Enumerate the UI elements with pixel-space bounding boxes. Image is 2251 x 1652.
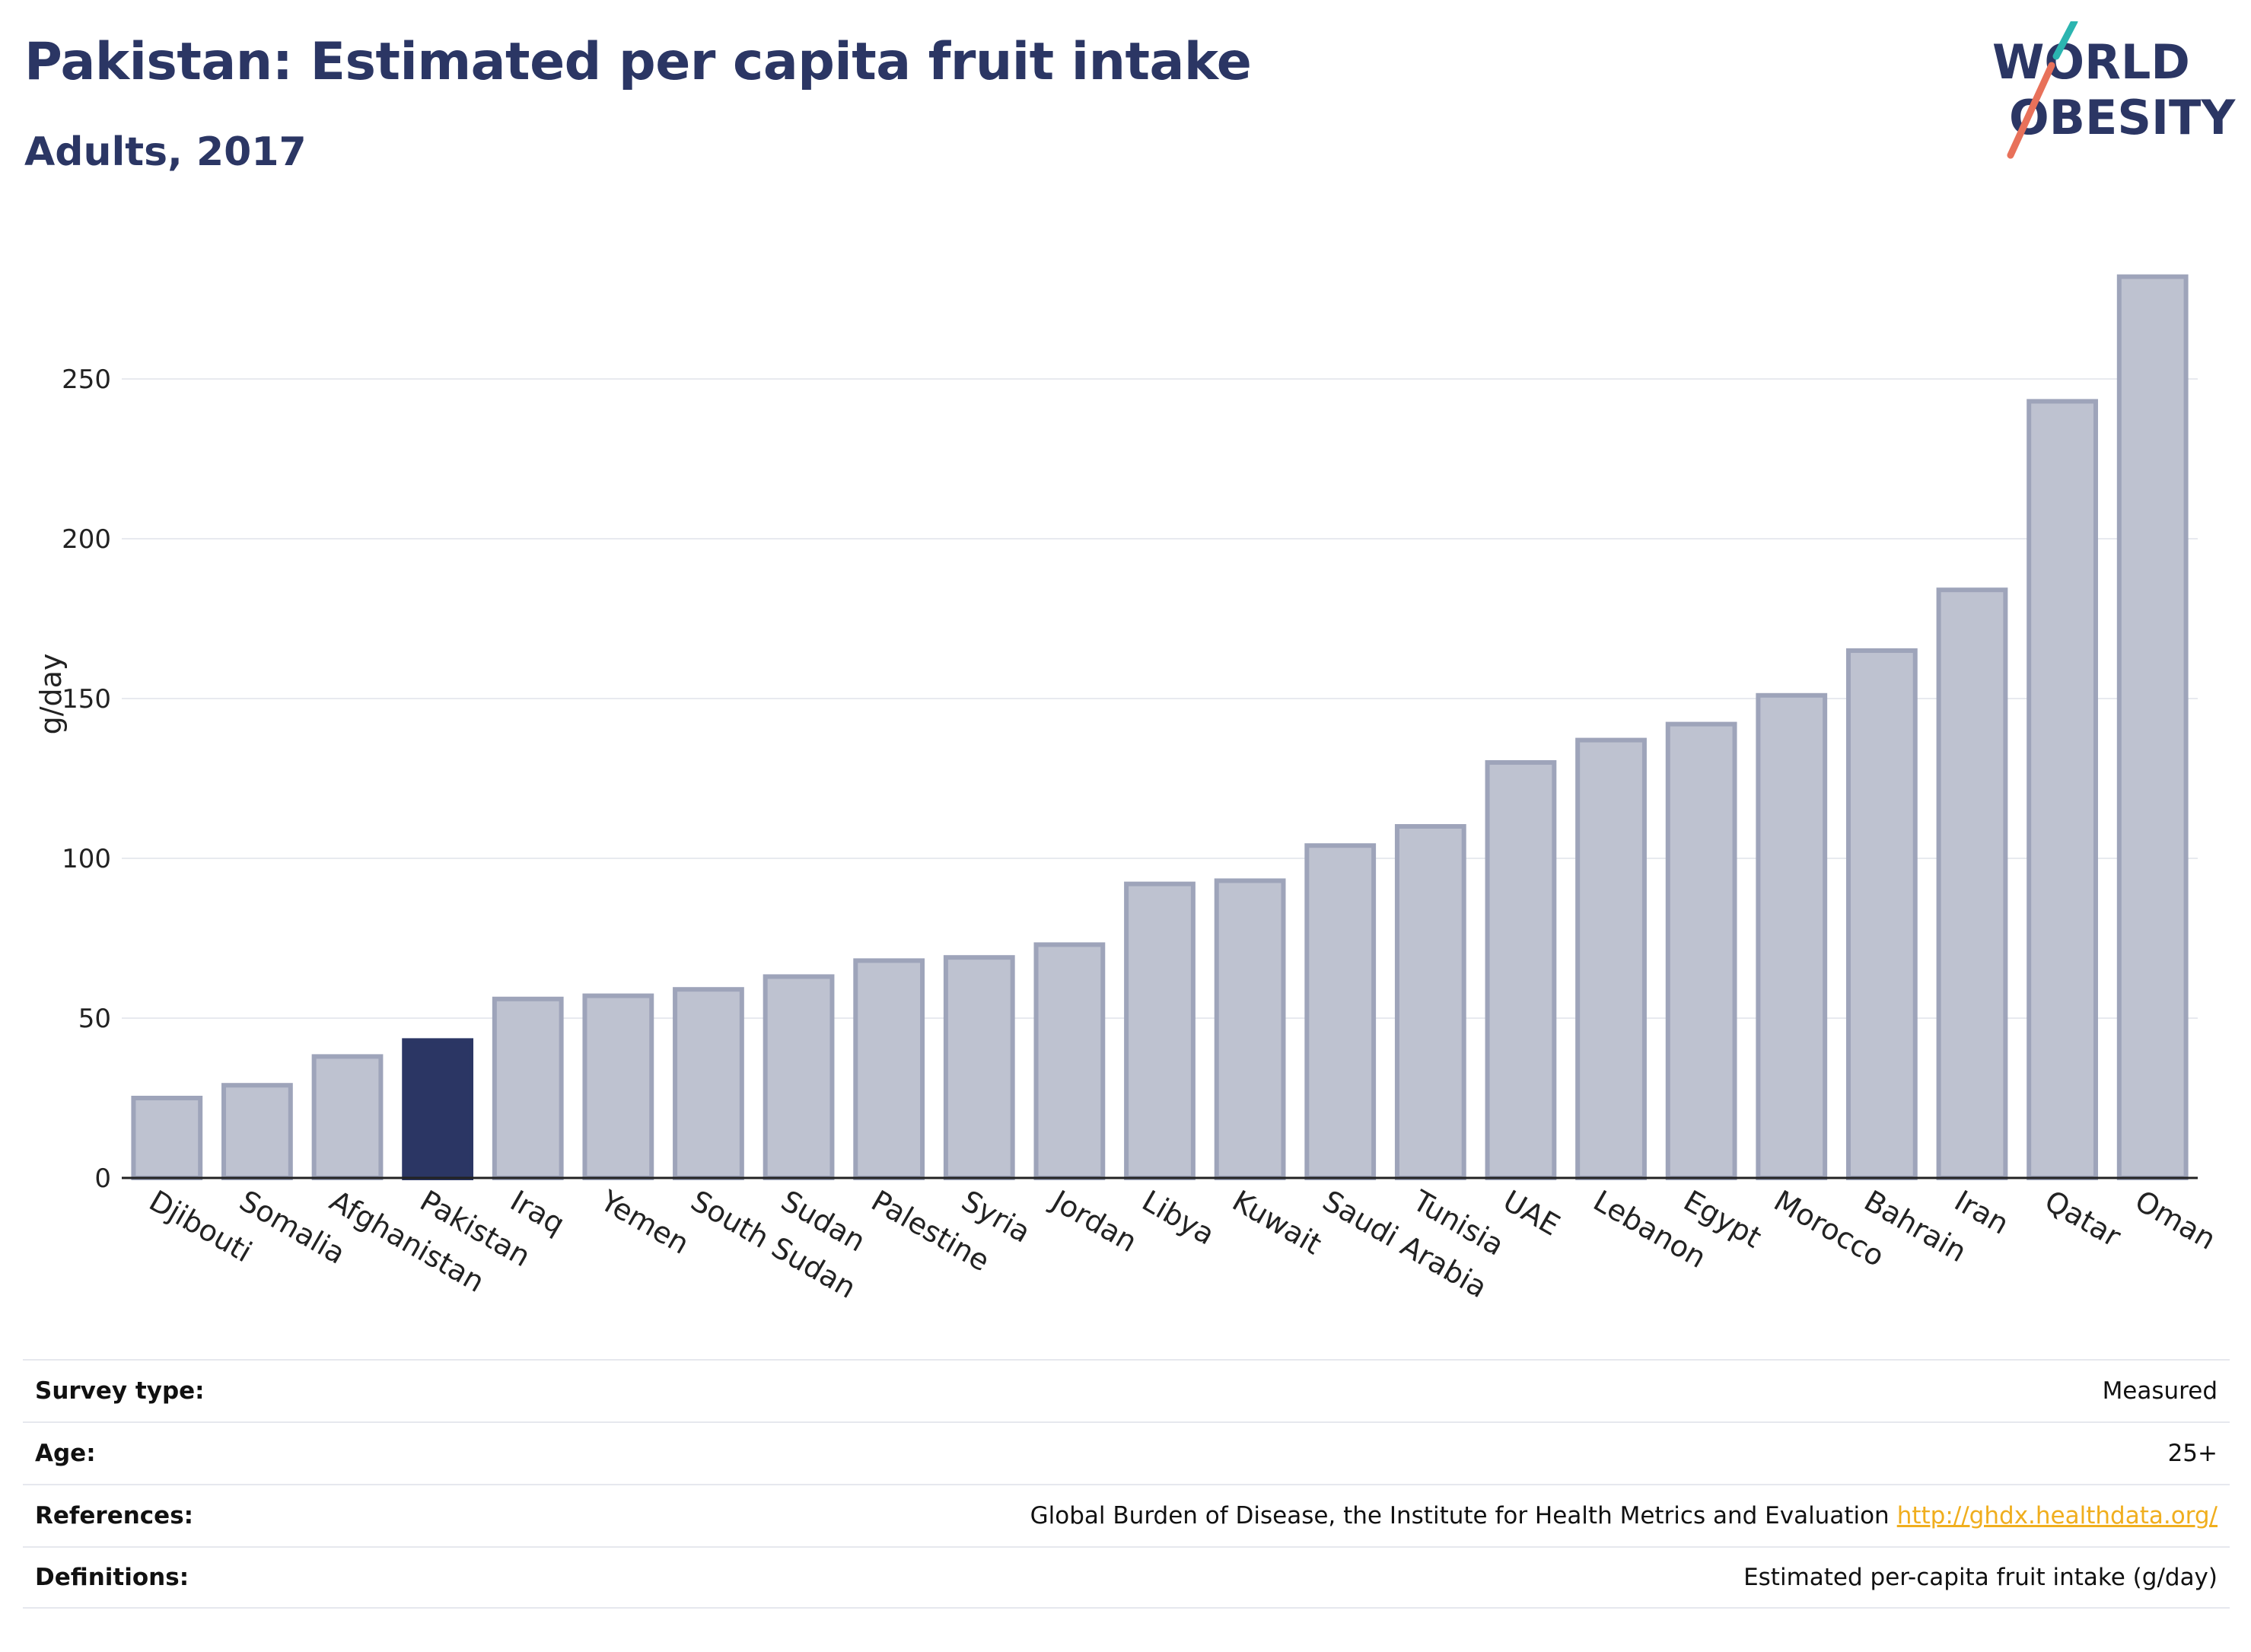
- bar-saudi-arabia: [1304, 843, 1377, 1180]
- y-axis-label: g/day: [34, 654, 68, 735]
- bar-bahrain: [1845, 648, 1918, 1180]
- y-tick-label: 50: [78, 1004, 111, 1034]
- metadata-row: Survey type: Measured: [23, 1359, 2230, 1421]
- bar-djibouti: [131, 1096, 203, 1180]
- metadata-row: Definitions: Estimated per-capita fruit i…: [23, 1546, 2230, 1609]
- bar-libya: [1124, 881, 1196, 1180]
- bar-yemen: [582, 993, 654, 1180]
- logo-text-line1: WORLD: [1992, 34, 2190, 90]
- x-tick-label: Oman: [2129, 1184, 2221, 1256]
- bar-pakistan: [402, 1038, 474, 1181]
- y-tick-label: 150: [62, 684, 111, 715]
- bar-qatar: [2027, 399, 2098, 1180]
- world-obesity-logo: WORLD OBESITY: [1992, 21, 2236, 159]
- metadata-key: References:: [35, 1502, 194, 1529]
- y-tick-label: 250: [62, 364, 111, 395]
- metadata-value: Estimated per-capita fruit intake (g/day…: [1743, 1564, 2218, 1591]
- bar-sudan: [763, 974, 835, 1181]
- x-tick-label: Jordan: [1045, 1183, 1142, 1259]
- bars: [131, 274, 2189, 1181]
- metadata-key: Age:: [35, 1440, 96, 1467]
- metadata-row: Age: 25+: [23, 1421, 2230, 1484]
- logo-text-line2: OBESITY: [2009, 90, 2236, 145]
- y-tick-label: 200: [62, 524, 111, 555]
- bar-iraq: [492, 996, 564, 1181]
- bar-chart: 0 50 100 150 200 250 DjiboutiSomaliaAfghanist…: [34, 274, 2221, 1305]
- x-tick-label: Yemen: [594, 1183, 695, 1261]
- metadata-value: 25+: [2167, 1440, 2218, 1467]
- metadata-value: Measured: [2102, 1377, 2218, 1405]
- x-tick-label: Libya: [1137, 1184, 1221, 1252]
- bar-syria: [943, 955, 1015, 1180]
- x-tick-label: Djibouti: [144, 1184, 258, 1269]
- bar-somalia: [221, 1083, 293, 1180]
- metadata-key: Definitions:: [35, 1564, 189, 1591]
- bar-iran: [1936, 587, 2008, 1180]
- bar-morocco: [1756, 692, 1828, 1180]
- bar-tunisia: [1394, 824, 1466, 1180]
- bar-kuwait: [1214, 878, 1286, 1181]
- bar-oman: [2116, 274, 2189, 1181]
- bar-south-sudan: [673, 987, 744, 1180]
- x-tick-label: Qatar: [2039, 1184, 2127, 1254]
- bar-palestine: [853, 958, 925, 1181]
- bar-egypt: [1665, 721, 1737, 1180]
- metadata-table: Survey type: Measured Age: 25+ References: Gl…: [23, 1359, 2230, 1609]
- y-tick-label: 0: [94, 1163, 111, 1194]
- bar-lebanon: [1575, 737, 1647, 1180]
- bar-afghanistan: [311, 1054, 384, 1181]
- metadata-value: Global Burden of Disease, the Institute …: [1030, 1502, 2218, 1529]
- y-tick-label: 100: [62, 844, 111, 874]
- reference-link[interactable]: http://ghdx.healthdata.org/: [1896, 1502, 2218, 1529]
- x-tick-label: Kuwait: [1227, 1184, 1327, 1262]
- chart-subtitle: Adults, 2017: [24, 129, 307, 175]
- bar-jordan: [1033, 942, 1106, 1181]
- chart-title: Pakistan: Estimated per capita fruit int…: [24, 32, 1252, 92]
- bar-uae: [1485, 760, 1557, 1180]
- y-tick-labels: 0 50 100 150 200 250: [62, 364, 111, 1194]
- metadata-key: Survey type:: [35, 1377, 205, 1405]
- metadata-row: References: Global Burden of Disease, the…: [23, 1484, 2230, 1546]
